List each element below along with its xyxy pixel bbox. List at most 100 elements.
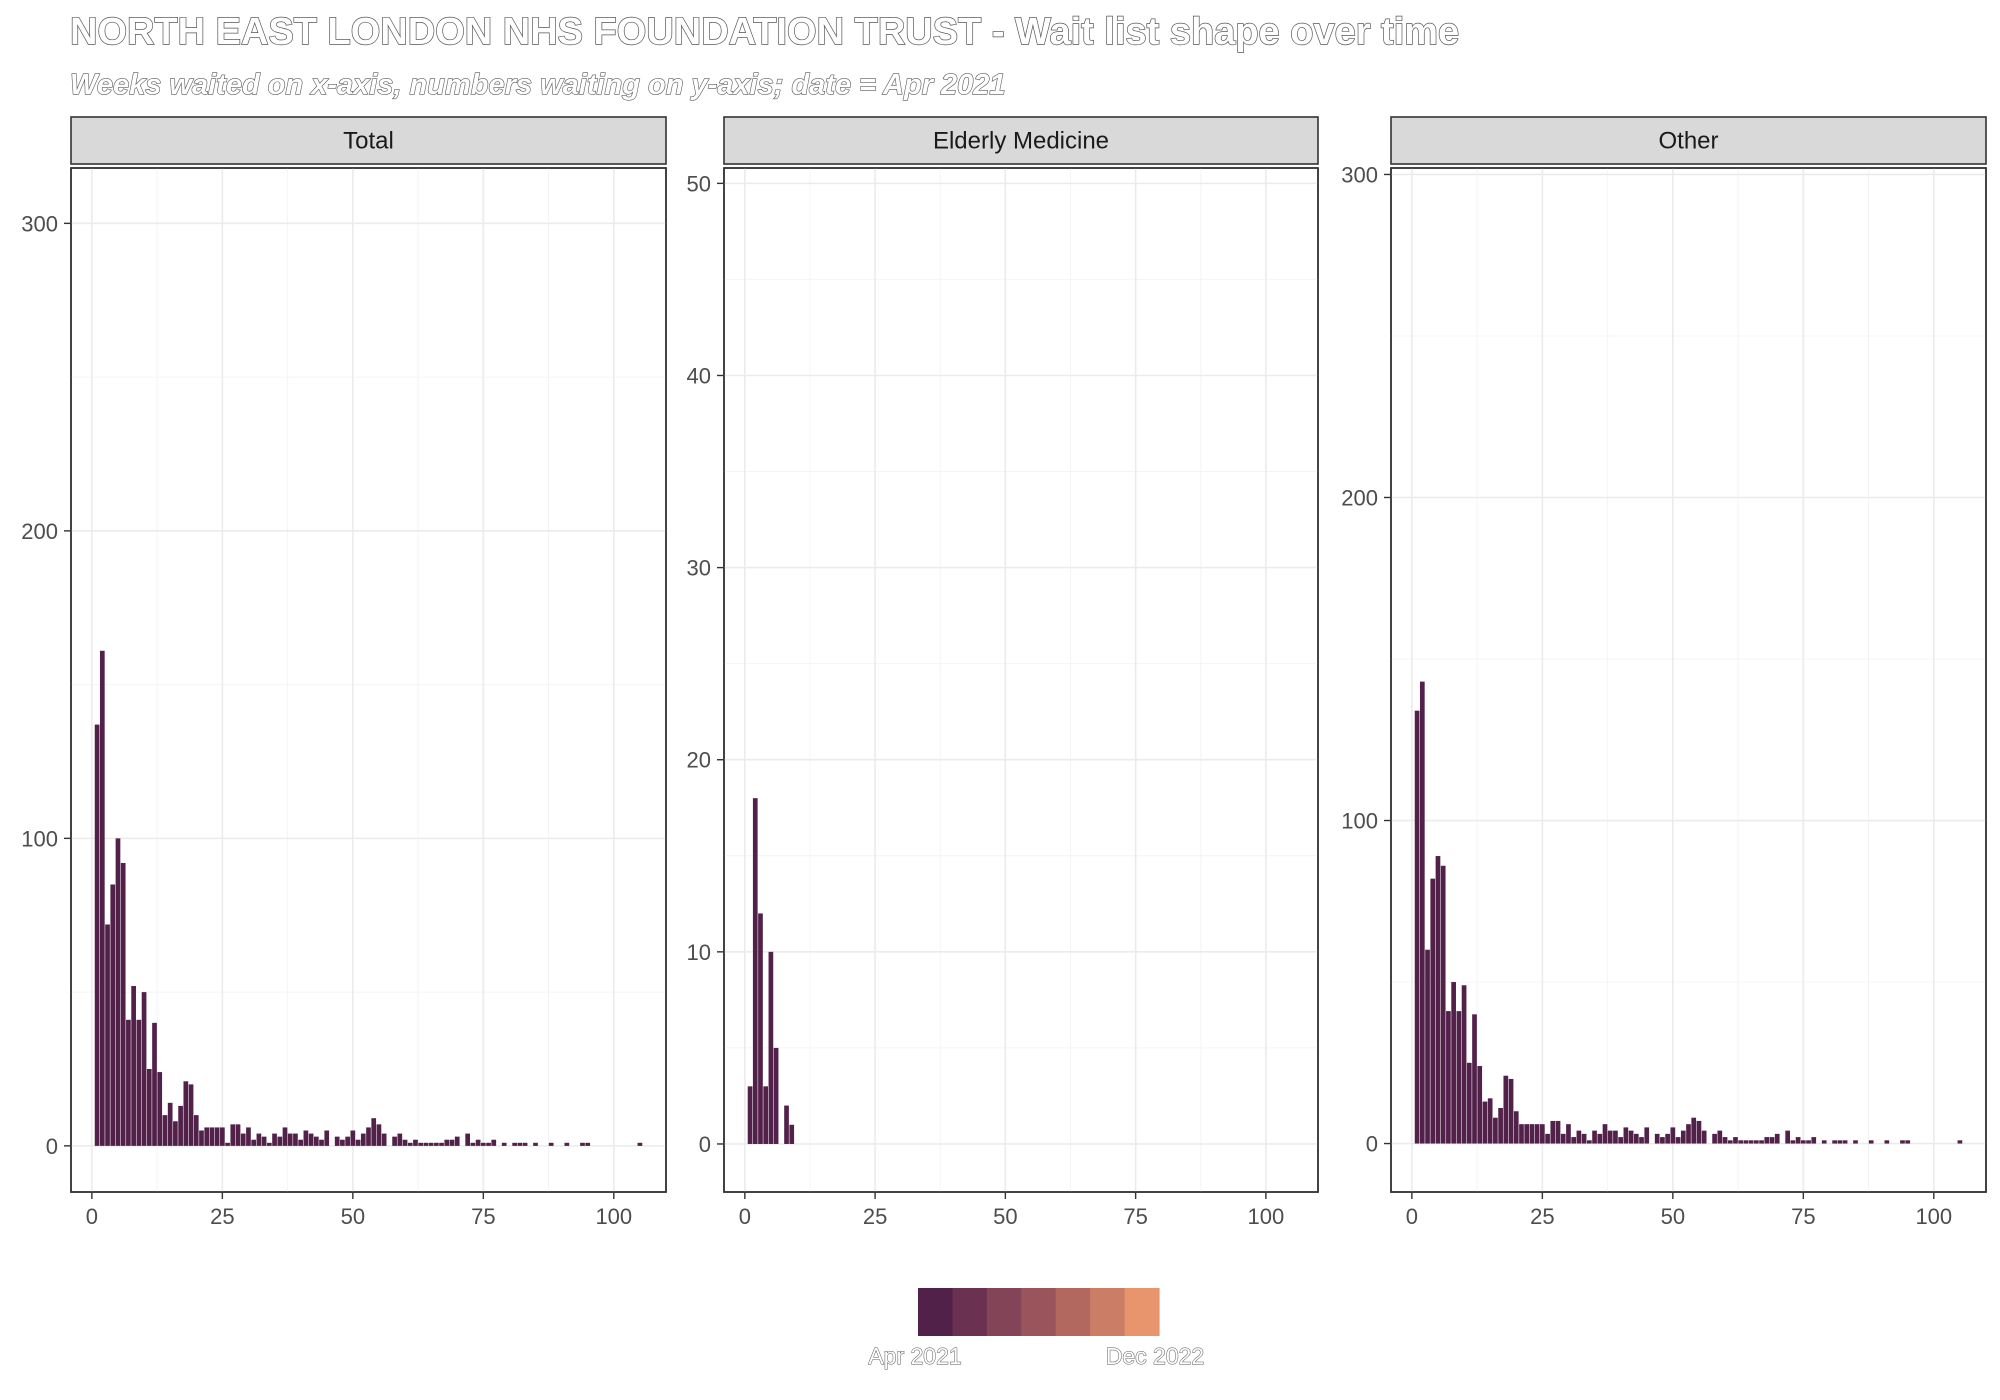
bar [1811, 1137, 1817, 1144]
y-tick-label: 50 [687, 171, 711, 196]
bar [230, 1124, 236, 1146]
legend-swatch [1021, 1288, 1057, 1336]
bar [763, 1086, 769, 1144]
bar [282, 1127, 288, 1146]
bar [1691, 1117, 1697, 1144]
bar [439, 1142, 444, 1146]
bar [533, 1142, 538, 1146]
x-tick-label: 100 [1915, 1204, 1952, 1229]
bar [752, 798, 758, 1144]
bar [1727, 1140, 1733, 1144]
x-tick-label: 25 [1530, 1204, 1554, 1229]
bar [162, 1115, 168, 1146]
bar [454, 1136, 460, 1146]
bar [1524, 1124, 1530, 1144]
bar [1425, 949, 1430, 1144]
x-tick-label: 100 [1248, 1204, 1285, 1229]
bar [1900, 1140, 1905, 1144]
bar [1482, 1101, 1488, 1144]
bar [141, 992, 147, 1146]
bar [784, 1105, 789, 1144]
y-tick-label: 100 [1341, 809, 1378, 834]
bar [308, 1133, 314, 1146]
y-tick-label: 200 [1341, 485, 1378, 510]
bar [1472, 1014, 1477, 1144]
bar [1670, 1127, 1676, 1144]
panel-border [70, 167, 667, 1193]
bar [1790, 1140, 1796, 1144]
bar [580, 1142, 585, 1146]
panel-elderly-medicine: Elderly Medicine 0 25 50 75 100 0 10 20 30 40 50 [687, 116, 1319, 1229]
bar [225, 1142, 230, 1146]
bar [1821, 1140, 1827, 1144]
bar [1806, 1140, 1811, 1144]
bar [1769, 1137, 1775, 1144]
facet-label: Elderly Medicine [933, 128, 1109, 155]
bar [470, 1142, 476, 1146]
bar [1748, 1140, 1754, 1144]
bar [167, 1102, 173, 1146]
bar [1633, 1133, 1639, 1144]
bar [1508, 1078, 1514, 1144]
bar [402, 1139, 408, 1146]
bar [465, 1133, 471, 1146]
bar [428, 1142, 434, 1146]
legend-swatch [986, 1288, 1022, 1336]
bar [251, 1139, 257, 1146]
bar [340, 1139, 345, 1146]
bar [1733, 1137, 1738, 1144]
bar [434, 1142, 439, 1146]
bar [1774, 1133, 1780, 1144]
x-tick-label: 25 [863, 1204, 887, 1229]
bar [272, 1133, 277, 1146]
bar [475, 1139, 481, 1146]
x-tick-label: 0 [1406, 1204, 1418, 1229]
bar [1419, 681, 1425, 1144]
bar [512, 1142, 517, 1146]
bar [178, 1105, 183, 1146]
bar [522, 1142, 528, 1146]
bar [1800, 1140, 1806, 1144]
bar [204, 1127, 210, 1146]
bar [345, 1136, 350, 1146]
bar [1576, 1130, 1582, 1144]
legend-swatch [918, 1288, 954, 1336]
bar [1534, 1124, 1540, 1144]
bar [1743, 1140, 1749, 1144]
bar [413, 1139, 418, 1146]
bar [1571, 1137, 1577, 1144]
panel-border [723, 167, 1319, 1193]
panel-total: Total 0 25 50 75 100 0 100 200 300 [21, 116, 667, 1229]
bar [1529, 1124, 1535, 1144]
bar [131, 985, 136, 1146]
bar [1884, 1140, 1890, 1144]
bar [480, 1142, 486, 1146]
bar [397, 1133, 403, 1146]
y-tick-label: 0 [1366, 1132, 1378, 1157]
bar [115, 838, 121, 1146]
panel-other: Other 0 25 50 75 100 0 100 200 300 [1341, 116, 1987, 1229]
bar [585, 1142, 591, 1146]
y-tick-label: 10 [687, 940, 711, 965]
legend-end-label: Dec 2022 [1106, 1343, 1204, 1369]
bar [214, 1127, 220, 1146]
bar [1717, 1130, 1723, 1144]
legend-start-label: Apr 2021 [868, 1343, 961, 1369]
bar [789, 1124, 795, 1144]
bar [1665, 1133, 1670, 1144]
bar [1513, 1111, 1519, 1144]
bar [773, 1047, 779, 1144]
bar [261, 1136, 267, 1146]
x-tick-label: 50 [993, 1204, 1017, 1229]
bar [1712, 1133, 1717, 1144]
bar [407, 1142, 413, 1146]
y-tick-label: 200 [21, 519, 58, 544]
bar [1618, 1137, 1623, 1144]
bar [235, 1124, 241, 1146]
bar [193, 1115, 199, 1146]
bar [1644, 1127, 1650, 1144]
bar [303, 1130, 309, 1146]
bar [146, 1068, 152, 1146]
x-tick-label: 75 [1791, 1204, 1815, 1229]
